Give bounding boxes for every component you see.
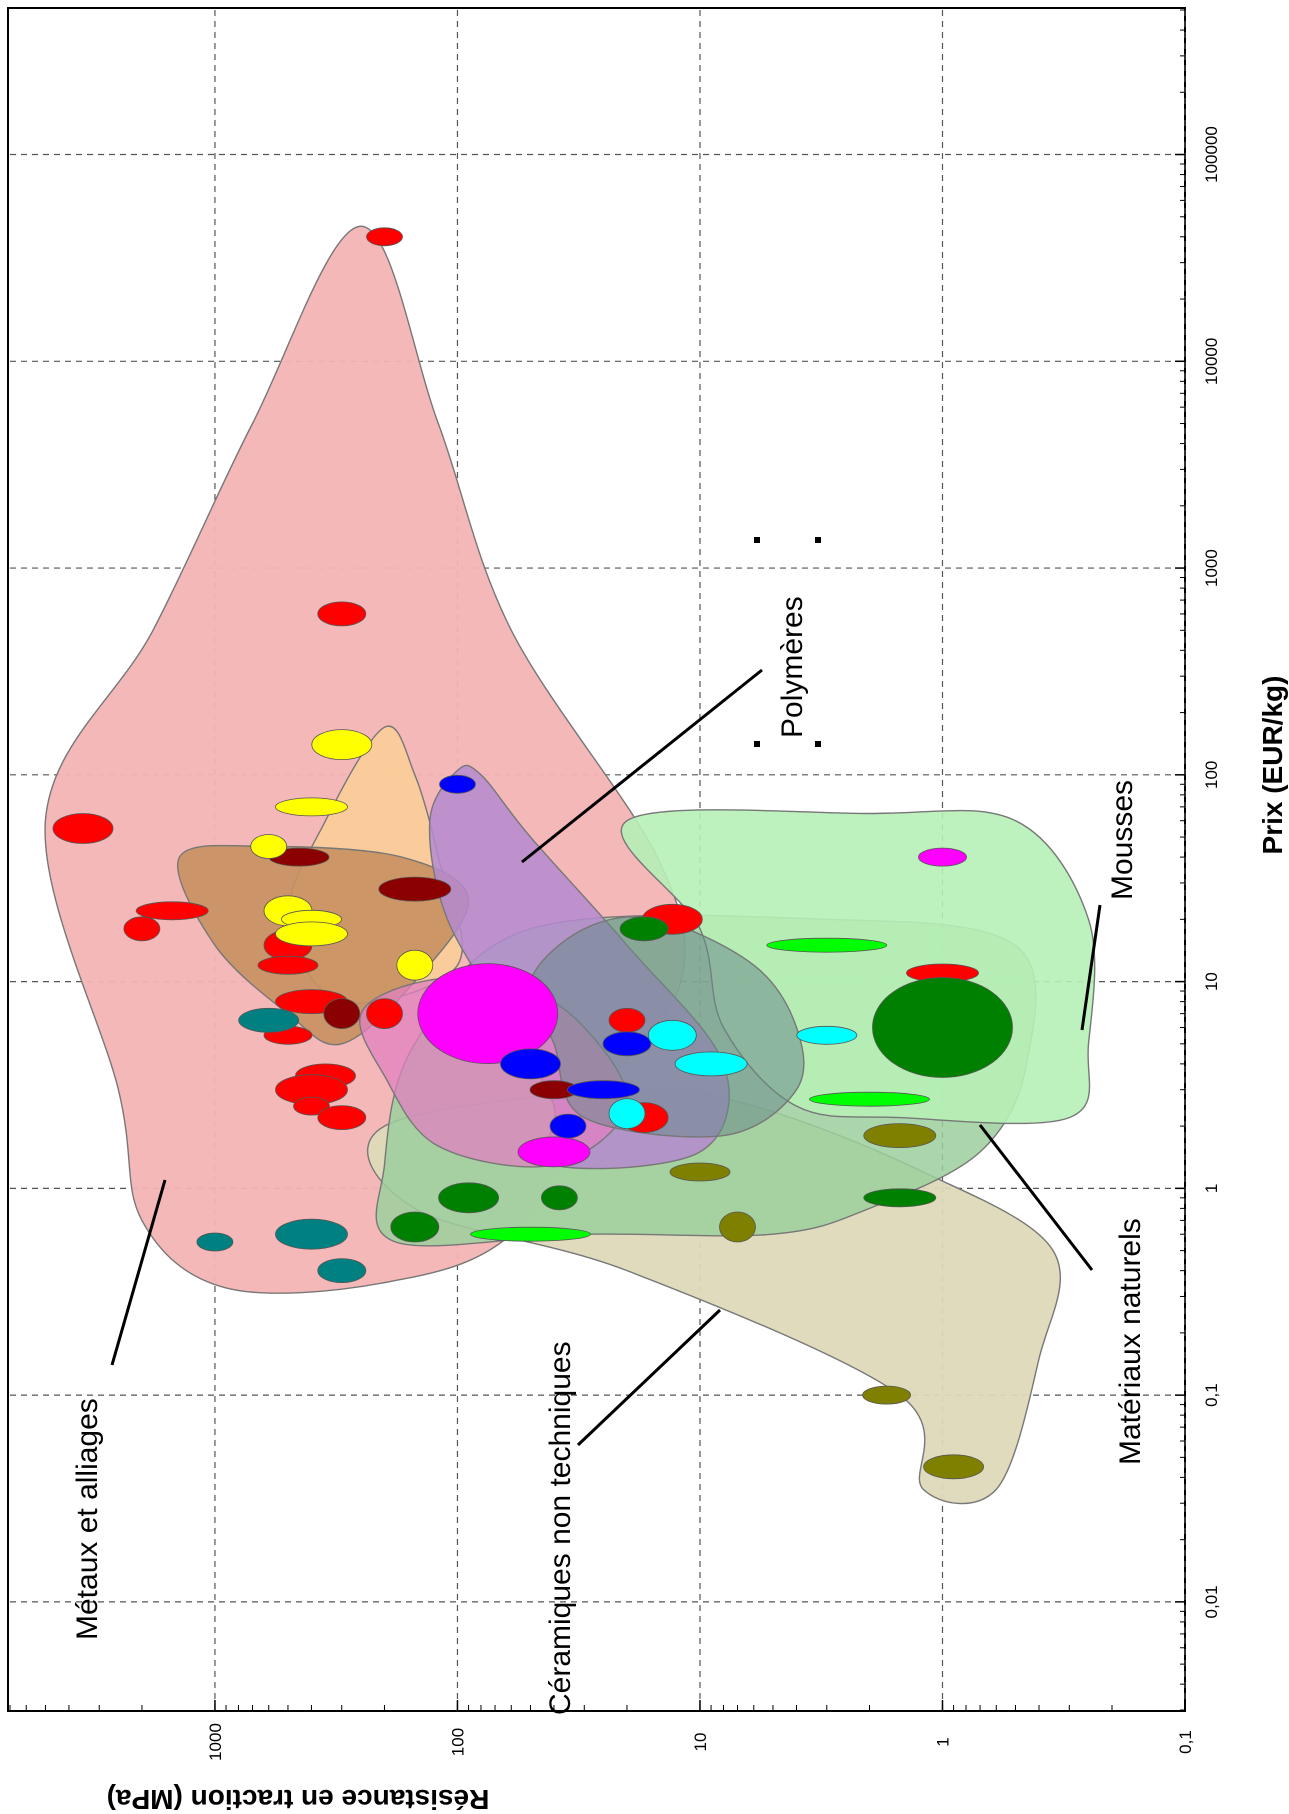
material-point-43: [674, 1051, 748, 1077]
material-point-45: [766, 937, 888, 953]
material-point-20: [323, 998, 361, 1029]
material-point-3: [135, 901, 209, 921]
material-point-6: [257, 955, 319, 975]
material-point-41: [647, 1019, 697, 1051]
price-tick-label-1: 0,1: [1202, 1383, 1221, 1407]
label-ceramiques: Céramiques non techniques: [544, 1341, 577, 1715]
material-point-56: [719, 1211, 756, 1243]
material-point-38: [500, 1048, 561, 1080]
price-tick-label-5: 1000: [1202, 549, 1221, 587]
strength-tick-label-4: 0,1: [1176, 1730, 1195, 1754]
material-point-54: [669, 1162, 731, 1182]
leader-polymeres: [521, 668, 763, 864]
price-tick-label-4: 100: [1202, 761, 1221, 789]
material-point-58: [923, 1454, 984, 1480]
material-point-36: [439, 774, 476, 794]
x-axis-title: Prix (EUR/kg): [1257, 676, 1288, 855]
material-point-49: [619, 916, 669, 942]
leader-metaux: [110, 1179, 167, 1366]
material-point-48: [872, 977, 1013, 1078]
material-point-34: [417, 963, 559, 1064]
label-naturels: Matériaux naturels: [1114, 1218, 1147, 1465]
label-mousses: Mousses: [1106, 780, 1139, 900]
material-point-19: [378, 876, 452, 902]
material-point-47: [470, 1226, 591, 1242]
price-tick-label-0: 0,01: [1202, 1585, 1221, 1618]
material-point-35: [517, 1136, 591, 1168]
label-metaux: Métaux et alliages: [71, 1398, 104, 1640]
selection-handle-3: [815, 741, 821, 747]
material-point-40: [549, 1113, 587, 1139]
material-point-8: [366, 998, 403, 1029]
material-point-22: [238, 1007, 300, 1033]
material-point-28: [250, 834, 288, 859]
material-point-23: [275, 1218, 348, 1250]
strength-tick-label-1: 100: [449, 1728, 468, 1756]
material-point-4: [123, 916, 161, 942]
material-point-42: [796, 1025, 858, 1045]
strength-tick-label-3: 1: [934, 1737, 953, 1746]
price-tick-label-3: 10: [1202, 972, 1221, 991]
price-tick-label-6: 10000: [1202, 338, 1221, 385]
ticks-layer: 0,01 0,1 1 10 100 1000 10000 100000 1000 100 10 1 0,…: [9, 9, 1221, 1761]
selection-handle-0: [754, 537, 760, 543]
price-tick-label-7: 100000: [1202, 126, 1221, 183]
material-point-31: [275, 921, 348, 947]
strength-tick-label-2: 10: [691, 1733, 710, 1752]
material-point-27: [275, 797, 348, 817]
material-point-39: [567, 1080, 640, 1100]
material-point-53: [390, 1211, 440, 1243]
y-axis-title: Résistance en traction (MPa): [107, 1784, 490, 1814]
material-point-26: [311, 729, 373, 760]
callout-layer: [110, 537, 1102, 1447]
leader-ceramiques: [576, 1308, 722, 1447]
material-point-55: [863, 1123, 937, 1148]
material-point-33: [918, 847, 967, 867]
selection-handle-2: [754, 741, 760, 747]
material-point-51: [863, 1188, 937, 1208]
price-tick-label-2: 1: [1202, 1184, 1221, 1193]
material-point-1: [317, 601, 367, 627]
leader-mousses: [1080, 904, 1102, 1031]
material-point-44: [608, 1098, 646, 1129]
material-point-52: [541, 1185, 578, 1211]
material-point-32: [396, 949, 434, 981]
selection-handle-1: [815, 537, 821, 543]
leader-naturels: [978, 1124, 1094, 1271]
material-point-13: [317, 1105, 367, 1130]
material-point-2: [52, 813, 114, 844]
material-point-16: [608, 1007, 646, 1033]
material-point-25: [317, 1258, 367, 1283]
label-polymeres: Polymères: [776, 596, 809, 738]
material-point-24: [196, 1232, 234, 1252]
strength-tick-label-0: 1000: [206, 1723, 225, 1761]
material-point-37: [602, 1031, 652, 1057]
material-point-50: [438, 1182, 500, 1214]
material-point-0: [366, 227, 403, 247]
material-point-57: [862, 1385, 911, 1405]
material-point-46: [809, 1091, 930, 1107]
material-point-12: [293, 1096, 330, 1116]
point-layer: [52, 227, 1013, 1480]
